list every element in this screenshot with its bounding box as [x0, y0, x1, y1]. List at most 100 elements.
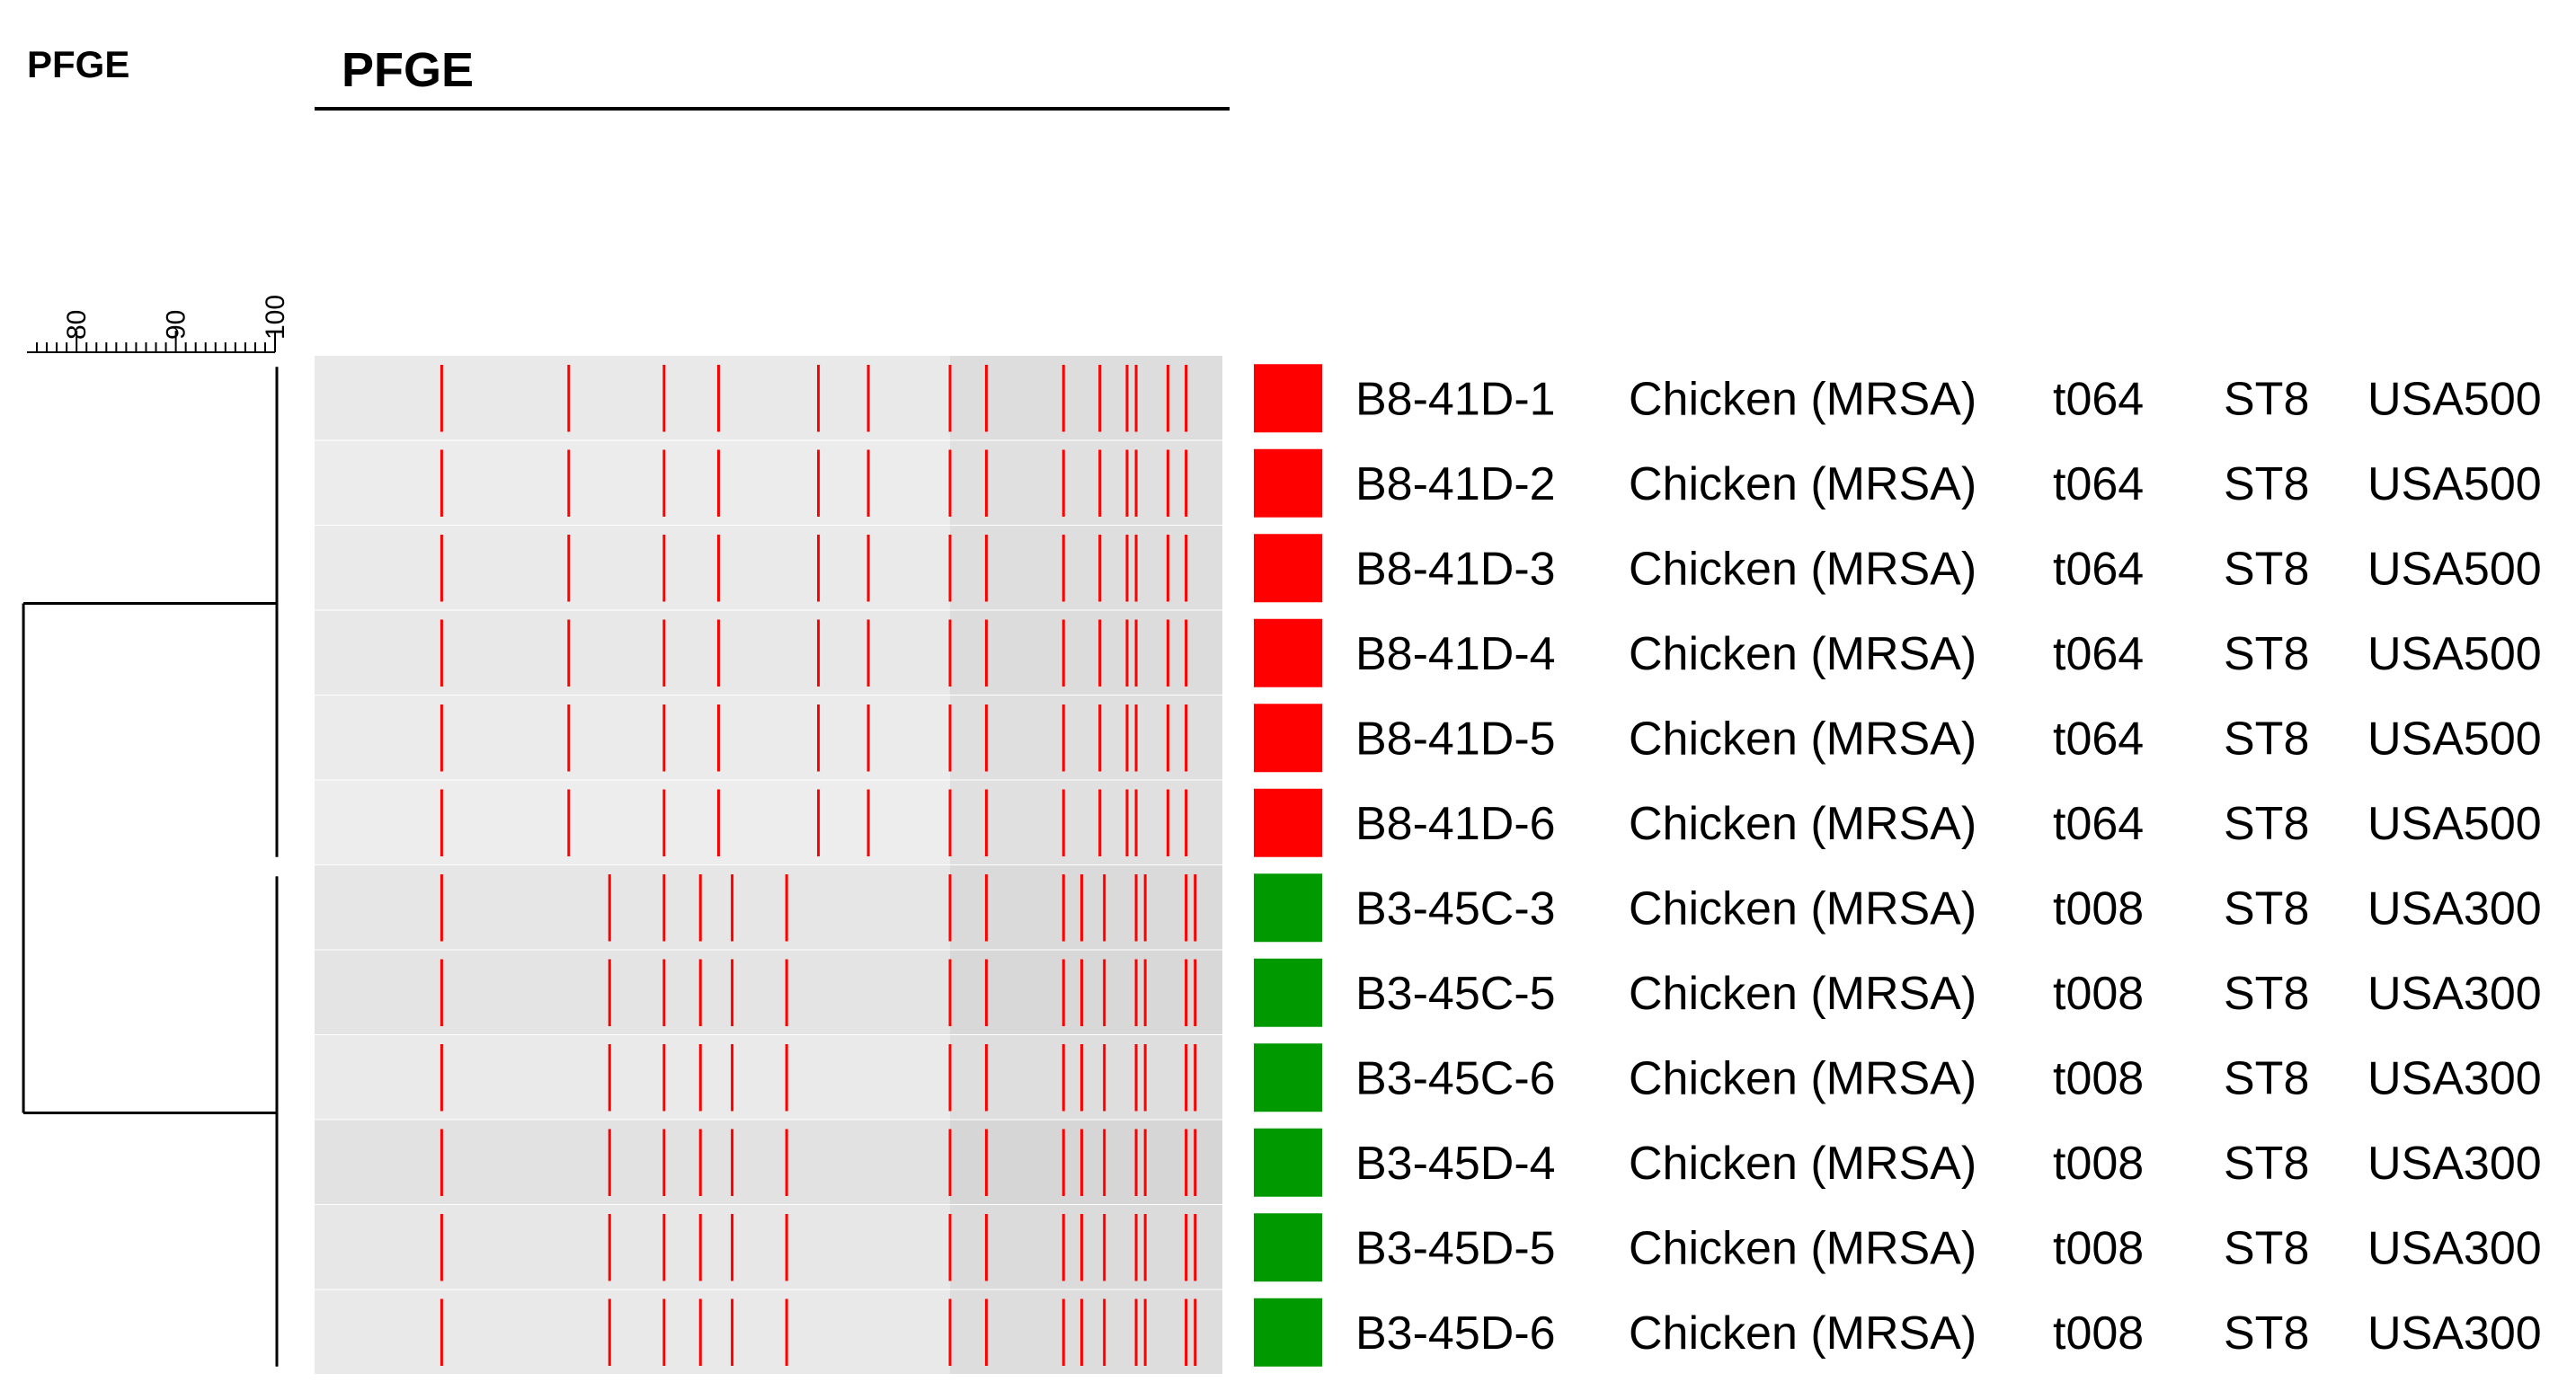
spa-type: t008: [2053, 968, 2144, 1020]
spa-type: t064: [2053, 373, 2144, 425]
host-label: Chicken (MRSA): [1629, 968, 1976, 1020]
gel-lane-smear: [950, 1289, 1222, 1374]
similarity-scale: 80 90 100: [27, 295, 290, 353]
host-label: Chicken (MRSA): [1629, 373, 1976, 425]
isolate-id: B8-41D-1: [1355, 373, 1556, 425]
host-label: Chicken (MRSA): [1629, 1307, 1976, 1360]
gel-lane: [315, 440, 1222, 525]
gel-lane-smear: [950, 440, 1222, 525]
sequence-type: ST8: [2224, 882, 2309, 935]
host-label: Chicken (MRSA): [1629, 458, 1976, 510]
isolate-table: B8-41D-1 Chicken (MRSA) t064 ST8 USA500 B8-41…: [1254, 364, 2542, 1367]
host-label: Chicken (MRSA): [1629, 882, 1976, 935]
type-swatch: [1254, 364, 1322, 433]
pfge-header: PFGE: [342, 43, 474, 97]
pfge-type: USA300: [2367, 882, 2542, 935]
isolate-id: B8-41D-3: [1355, 543, 1556, 595]
isolate-id: B3-45D-6: [1355, 1307, 1556, 1360]
gel-lane: [315, 1035, 1222, 1120]
gel-image: [315, 356, 1222, 1374]
pfge-type: USA500: [2367, 458, 2542, 510]
spa-type: t008: [2053, 1307, 2144, 1360]
gel-lane: [315, 526, 1222, 610]
pfge-type: USA500: [2367, 798, 2542, 850]
scale-tick-label: 80: [62, 310, 92, 340]
host-label: Chicken (MRSA): [1629, 628, 1976, 680]
isolate-id: B8-41D-4: [1355, 628, 1556, 680]
gel-lane-smear: [950, 950, 1222, 1034]
sequence-type: ST8: [2224, 1138, 2309, 1190]
corner-title: PFGE: [27, 43, 129, 85]
pfge-type: USA300: [2367, 1138, 2542, 1190]
dendrogram: [22, 367, 279, 1367]
gel-lane-smear: [950, 526, 1222, 610]
sequence-type: ST8: [2224, 628, 2309, 680]
gel-lane: [315, 610, 1222, 695]
type-swatch: [1254, 788, 1322, 857]
gel-lane: [315, 950, 1222, 1034]
sequence-type: ST8: [2224, 458, 2309, 510]
type-swatch: [1254, 448, 1322, 518]
sequence-type: ST8: [2224, 1222, 2309, 1274]
isolate-id: B3-45C-5: [1355, 968, 1556, 1020]
sequence-type: ST8: [2224, 968, 2309, 1020]
sequence-type: ST8: [2224, 1052, 2309, 1104]
pfge-type: USA500: [2367, 628, 2542, 680]
host-label: Chicken (MRSA): [1629, 798, 1976, 850]
isolate-id: B3-45D-5: [1355, 1222, 1556, 1274]
host-label: Chicken (MRSA): [1629, 1052, 1976, 1104]
gel-lane: [315, 1120, 1222, 1204]
spa-type: t008: [2053, 1222, 2144, 1274]
host-label: Chicken (MRSA): [1629, 1138, 1976, 1190]
spa-type: t064: [2053, 543, 2144, 595]
gel-lane: [315, 780, 1222, 864]
spa-type: t064: [2053, 458, 2144, 510]
isolate-id: B8-41D-6: [1355, 798, 1556, 850]
gel-lane-smear: [950, 1035, 1222, 1120]
pfge-type: USA500: [2367, 543, 2542, 595]
spa-type: t064: [2053, 798, 2144, 850]
spa-type: t008: [2053, 882, 2144, 935]
pfge-type: USA300: [2367, 1222, 2542, 1274]
gel-lane: [315, 865, 1222, 950]
gel-lane-smear: [950, 865, 1222, 950]
spa-type: t008: [2053, 1138, 2144, 1190]
sequence-type: ST8: [2224, 1307, 2309, 1360]
gel-lane-smear: [950, 356, 1222, 440]
sequence-type: ST8: [2224, 373, 2309, 425]
gel-lane: [315, 1205, 1222, 1289]
gel-lane-smear: [950, 1120, 1222, 1204]
pfge-type: USA500: [2367, 713, 2542, 765]
gel-lane: [315, 696, 1222, 780]
isolate-id: B8-41D-5: [1355, 713, 1556, 765]
gel-lane-smear: [950, 1205, 1222, 1289]
spa-type: t064: [2053, 628, 2144, 680]
pfge-type: USA300: [2367, 1307, 2542, 1360]
isolate-id: B8-41D-2: [1355, 458, 1556, 510]
gel-lane: [315, 1289, 1222, 1374]
isolate-id: B3-45C-6: [1355, 1052, 1556, 1104]
gel-lane: [315, 356, 1222, 440]
type-swatch: [1254, 1298, 1322, 1367]
type-swatch: [1254, 618, 1322, 687]
type-swatch: [1254, 1128, 1322, 1197]
scale-tick-label: 90: [162, 310, 191, 340]
pfge-type: USA500: [2367, 373, 2542, 425]
type-swatch: [1254, 958, 1322, 1027]
sequence-type: ST8: [2224, 798, 2309, 850]
type-swatch: [1254, 704, 1322, 773]
sequence-type: ST8: [2224, 713, 2309, 765]
type-swatch: [1254, 1213, 1322, 1282]
isolate-id: B3-45D-4: [1355, 1138, 1556, 1190]
scale-tick-label: 100: [261, 295, 290, 340]
gel-lane-smear: [950, 610, 1222, 695]
spa-type: t064: [2053, 713, 2144, 765]
gel-lane-smear: [950, 780, 1222, 864]
type-swatch: [1254, 873, 1322, 943]
pfge-type: USA300: [2367, 1052, 2542, 1104]
host-label: Chicken (MRSA): [1629, 713, 1976, 765]
isolate-id: B3-45C-3: [1355, 882, 1556, 935]
gel-lane-smear: [950, 696, 1222, 780]
spa-type: t008: [2053, 1052, 2144, 1104]
